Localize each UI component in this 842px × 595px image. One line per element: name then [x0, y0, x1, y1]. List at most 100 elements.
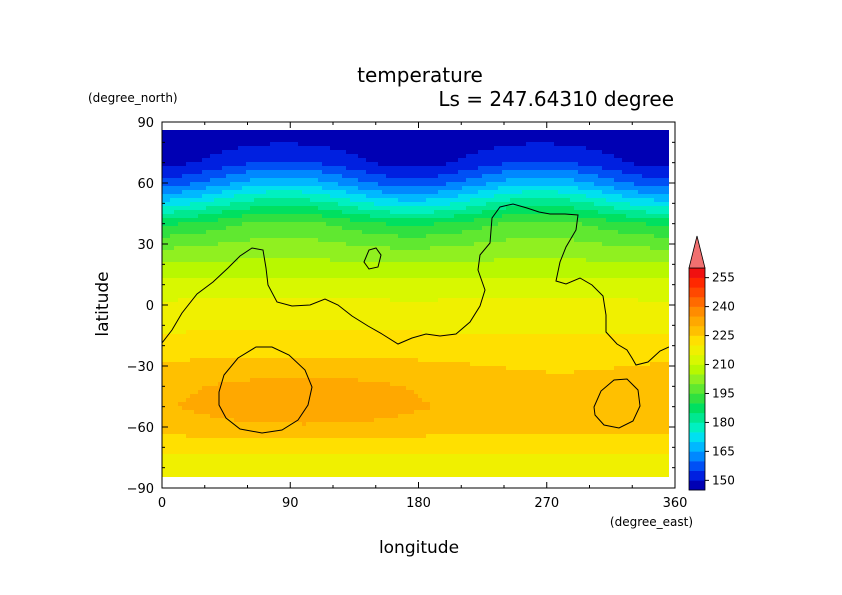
field-cell: [618, 170, 623, 175]
field-cell: [530, 214, 535, 219]
field-cell: [294, 274, 299, 279]
field-cell: [526, 178, 531, 183]
field-cell: [494, 170, 499, 175]
field-cell: [458, 130, 463, 131]
field-cell: [354, 146, 359, 151]
field-cell: [302, 170, 307, 175]
field-cell: [634, 242, 639, 247]
field-cell: [202, 210, 207, 215]
field-cell: [602, 262, 607, 267]
field-cell: [350, 150, 355, 155]
field-cell: [366, 190, 371, 195]
field-cell: [542, 186, 547, 191]
field-cell: [578, 178, 583, 183]
field-cell: [282, 250, 287, 255]
field-cell: [570, 254, 575, 259]
field-cell: [330, 214, 335, 219]
field-cell: [190, 246, 195, 251]
field-cell: [626, 214, 631, 219]
field-cell: [262, 162, 267, 167]
field-cell: [570, 130, 575, 131]
field-cell: [330, 134, 335, 139]
field-cell: [598, 266, 603, 271]
field-cell: [562, 166, 567, 171]
field-cell: [438, 130, 443, 135]
field-cell: [390, 226, 395, 231]
field-cell: [230, 222, 235, 227]
field-cell: [638, 150, 643, 155]
field-cell: [270, 138, 275, 143]
field-cell: [458, 214, 463, 219]
field-cell: [194, 166, 199, 171]
field-cell: [402, 146, 407, 151]
field-cell: [638, 174, 643, 179]
field-cell: [450, 122, 455, 127]
field-cell: [402, 266, 407, 271]
field-cell: [626, 150, 631, 155]
field-cell: [278, 190, 283, 195]
field-cell: [478, 266, 483, 271]
field-cell: [610, 170, 615, 175]
field-cell: [534, 190, 539, 195]
field-cell: [610, 174, 615, 179]
field-cell: [626, 254, 631, 259]
field-cell: [570, 190, 575, 195]
field-cell: [294, 146, 299, 151]
field-cell: [230, 154, 235, 159]
field-cell: [394, 146, 399, 151]
field-cell: [486, 242, 491, 247]
field-cell: [314, 130, 319, 135]
field-cell: [486, 186, 491, 191]
field-cell: [314, 186, 319, 191]
field-cell: [286, 182, 291, 187]
field-cell: [398, 170, 403, 175]
field-cell: [366, 218, 371, 223]
field-cell: [470, 214, 475, 219]
field-cell: [430, 194, 435, 199]
field-cell: [210, 146, 215, 151]
field-cell: [554, 230, 559, 235]
field-cell: [582, 122, 587, 127]
field-cell: [574, 218, 579, 223]
field-cell: [538, 194, 543, 199]
field-cell: [162, 270, 167, 275]
field-cell: [462, 182, 467, 187]
field-cell: [310, 182, 315, 187]
field-cell: [474, 146, 479, 151]
field-cell: [614, 170, 619, 175]
field-cell: [162, 170, 167, 175]
field-cell: [438, 178, 443, 183]
field-cell: [202, 194, 207, 199]
field-cell: [422, 230, 427, 235]
field-cell: [642, 138, 647, 143]
field-cell: [290, 222, 295, 227]
field-cell: [626, 266, 631, 271]
field-cell: [210, 138, 215, 143]
field-cell: [254, 142, 259, 147]
field-cell: [174, 170, 179, 175]
field-cell: [406, 190, 411, 195]
chart-subtitle: Ls = 247.64310 degree: [438, 87, 674, 111]
field-cell: [482, 166, 487, 171]
field-cell: [218, 262, 223, 267]
field-cell: [194, 214, 199, 219]
field-cell: [322, 122, 327, 127]
field-cell: [342, 198, 347, 203]
field-cell: [550, 154, 555, 159]
field-cell: [622, 178, 627, 183]
field-cell: [434, 238, 439, 243]
field-cell: [306, 242, 311, 247]
field-cell: [454, 206, 459, 211]
field-cell: [614, 250, 619, 255]
field-cell: [278, 194, 283, 199]
field-cell: [482, 238, 487, 243]
field-cell: [622, 154, 627, 159]
field-cell: [406, 142, 411, 147]
field-cell: [234, 198, 239, 203]
field-cell: [542, 226, 547, 231]
field-cell: [582, 162, 587, 167]
field-cell: [518, 182, 523, 187]
field-cell: [554, 210, 559, 215]
field-cell: [362, 270, 367, 275]
field-cell: [594, 234, 599, 239]
